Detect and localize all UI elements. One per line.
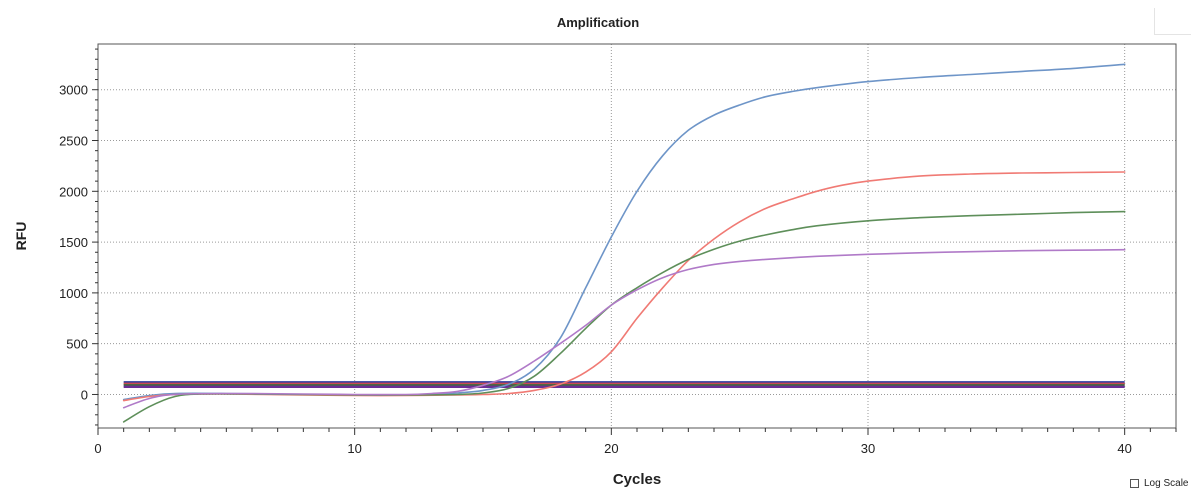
x-tick-label-30: 30 (861, 441, 875, 456)
x-tick-label-10: 10 (347, 441, 361, 456)
corner-panel (1154, 8, 1191, 35)
y-tick-label-3000: 3000 (59, 83, 88, 98)
x-axis-label: Cycles (613, 471, 661, 488)
y-tick-label-500: 500 (66, 337, 88, 352)
tick-labels: 0 10 20 30 40 0 500 1000 1500 2000 2500 3000 (59, 83, 1132, 456)
y-tick-label-2000: 2000 (59, 184, 88, 199)
series-line-2 (122, 171, 1126, 402)
axes (92, 48, 1177, 435)
y-tick-label-0: 0 (81, 387, 88, 402)
x-tick-label-40: 40 (1117, 441, 1131, 456)
grid-lines (98, 44, 1176, 428)
log-scale-checkbox[interactable] (1130, 479, 1139, 488)
log-scale-label: Log Scale (1144, 478, 1189, 489)
series-line-4 (122, 248, 1126, 409)
x-tick-label-20: 20 (604, 441, 618, 456)
x-tick-label-0: 0 (94, 441, 101, 456)
series-line-3 (122, 210, 1126, 423)
plot-area (97, 43, 1177, 429)
y-tick-label-1000: 1000 (59, 286, 88, 301)
threshold-lines (123, 381, 1125, 389)
log-scale-toggle[interactable]: Log Scale (1130, 478, 1188, 489)
series-line-1 (122, 63, 1126, 401)
series-lines (122, 63, 1126, 423)
y-tick-label-1500: 1500 (59, 235, 88, 250)
chart-title: Amplification (557, 15, 639, 30)
y-tick-label-2500: 2500 (59, 134, 88, 149)
y-axis-label: RFU (13, 222, 29, 251)
